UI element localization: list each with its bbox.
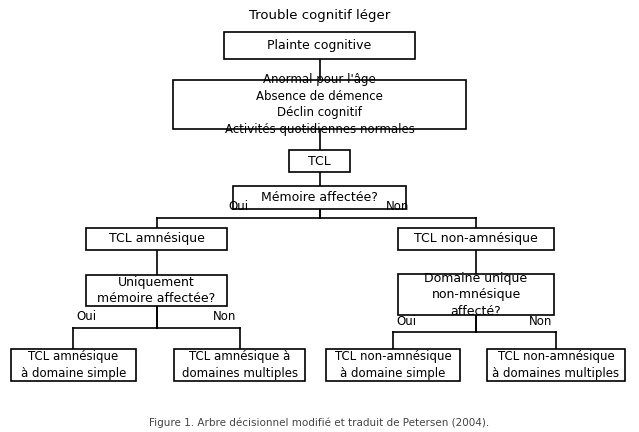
FancyBboxPatch shape (12, 349, 136, 381)
Text: Trouble cognitif léger: Trouble cognitif léger (249, 9, 390, 22)
Text: Non: Non (529, 315, 553, 328)
FancyBboxPatch shape (86, 275, 227, 306)
Text: TCL non-amnésique: TCL non-amnésique (414, 232, 538, 245)
Text: Oui: Oui (77, 310, 96, 323)
Text: Oui: Oui (396, 315, 416, 328)
Text: TCL: TCL (308, 155, 331, 168)
Text: Mémoire affectée?: Mémoire affectée? (261, 191, 378, 204)
FancyBboxPatch shape (289, 150, 350, 172)
Text: Oui: Oui (228, 200, 248, 213)
Text: Non: Non (213, 310, 236, 323)
FancyBboxPatch shape (233, 186, 406, 209)
Text: Anormal pour l'âge
Absence de démence
Déclin cognitif
Activités quotidiennes nor: Anormal pour l'âge Absence de démence Dé… (224, 73, 415, 136)
FancyBboxPatch shape (397, 228, 554, 250)
Text: Domaine unique
non-mnésique
affecté?: Domaine unique non-mnésique affecté? (424, 272, 528, 318)
Text: TCL amnésique à
domaines multiples: TCL amnésique à domaines multiples (181, 350, 298, 380)
FancyBboxPatch shape (487, 349, 624, 381)
FancyBboxPatch shape (224, 32, 415, 59)
Text: Non: Non (386, 200, 410, 213)
Text: TCL amnésique: TCL amnésique (109, 232, 204, 245)
Text: TCL amnésique
à domaine simple: TCL amnésique à domaine simple (21, 350, 126, 380)
Text: Uniquement
mémoire affectée?: Uniquement mémoire affectée? (97, 276, 216, 305)
FancyBboxPatch shape (173, 80, 466, 130)
FancyBboxPatch shape (397, 274, 554, 315)
FancyBboxPatch shape (326, 349, 460, 381)
FancyBboxPatch shape (86, 228, 227, 250)
Text: TCL non-amnésique
à domaine simple: TCL non-amnésique à domaine simple (335, 350, 451, 380)
Text: TCL non-amnésique
à domaines multiples: TCL non-amnésique à domaines multiples (493, 350, 619, 380)
FancyBboxPatch shape (174, 349, 305, 381)
Text: Figure 1. Arbre décisionnel modifié et traduit de Petersen (2004).: Figure 1. Arbre décisionnel modifié et t… (150, 417, 489, 428)
Text: Plainte cognitive: Plainte cognitive (267, 39, 372, 52)
